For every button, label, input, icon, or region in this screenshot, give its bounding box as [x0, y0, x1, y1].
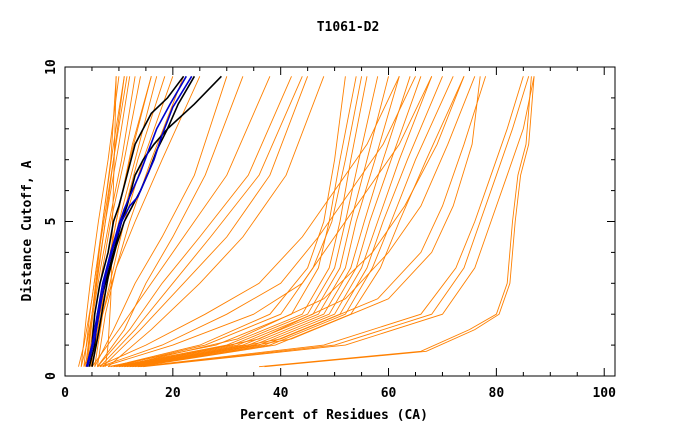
- series-line: [97, 76, 292, 367]
- series-line: [129, 76, 433, 368]
- y-axis-label: Distance Cutoff, A: [20, 160, 35, 301]
- series-line: [97, 76, 244, 367]
- series-line: [80, 76, 131, 367]
- highlight-series-line: [85, 75, 187, 367]
- x-tick-label: 40: [273, 386, 289, 401]
- y-tick-label: 10: [44, 59, 59, 75]
- series-line: [116, 76, 379, 368]
- series-line: [259, 76, 532, 368]
- series-line: [121, 76, 400, 368]
- series-line: [143, 76, 535, 368]
- series-line: [118, 76, 389, 368]
- ticks-layer: 0 20 40 60 80 100 0 5 10: [44, 59, 616, 401]
- series-line: [129, 76, 487, 368]
- series-line: [118, 76, 465, 368]
- series-layer: [78, 75, 535, 368]
- x-tick-label: 100: [592, 386, 616, 401]
- series-line: [108, 76, 357, 368]
- x-tick-label: 0: [61, 386, 69, 401]
- x-tick-label: 20: [165, 386, 181, 401]
- series-line: [140, 76, 530, 368]
- series-line: [132, 76, 481, 368]
- series-line: [137, 76, 465, 368]
- series-line: [99, 76, 416, 368]
- highlight-series-line: [91, 75, 196, 367]
- series-line: [113, 76, 368, 368]
- series-line: [137, 76, 524, 368]
- series-line: [86, 76, 136, 367]
- series-line: [80, 76, 120, 367]
- series-line: [99, 76, 303, 368]
- highlight-series-line: [85, 75, 185, 367]
- x-axis-label: Percent of Residues (CA): [240, 408, 428, 423]
- series-line: [135, 76, 454, 368]
- series-line: [94, 76, 228, 367]
- series-line: [91, 76, 271, 367]
- series-line: [102, 76, 433, 368]
- x-tick-label: 80: [489, 386, 505, 401]
- y-tick-label: 0: [44, 372, 59, 380]
- series-line: [110, 76, 346, 368]
- series-line: [97, 76, 400, 368]
- series-line: [132, 76, 443, 368]
- series-line: [264, 76, 535, 368]
- y-tick-label: 5: [44, 218, 59, 226]
- series-line: [124, 76, 476, 368]
- series-line: [96, 76, 185, 367]
- series-line: [102, 76, 309, 368]
- highlight-series-line: [86, 75, 193, 367]
- chart-title: T1061-D2: [317, 20, 380, 35]
- x-tick-label: 60: [381, 386, 397, 401]
- series-line: [107, 76, 325, 368]
